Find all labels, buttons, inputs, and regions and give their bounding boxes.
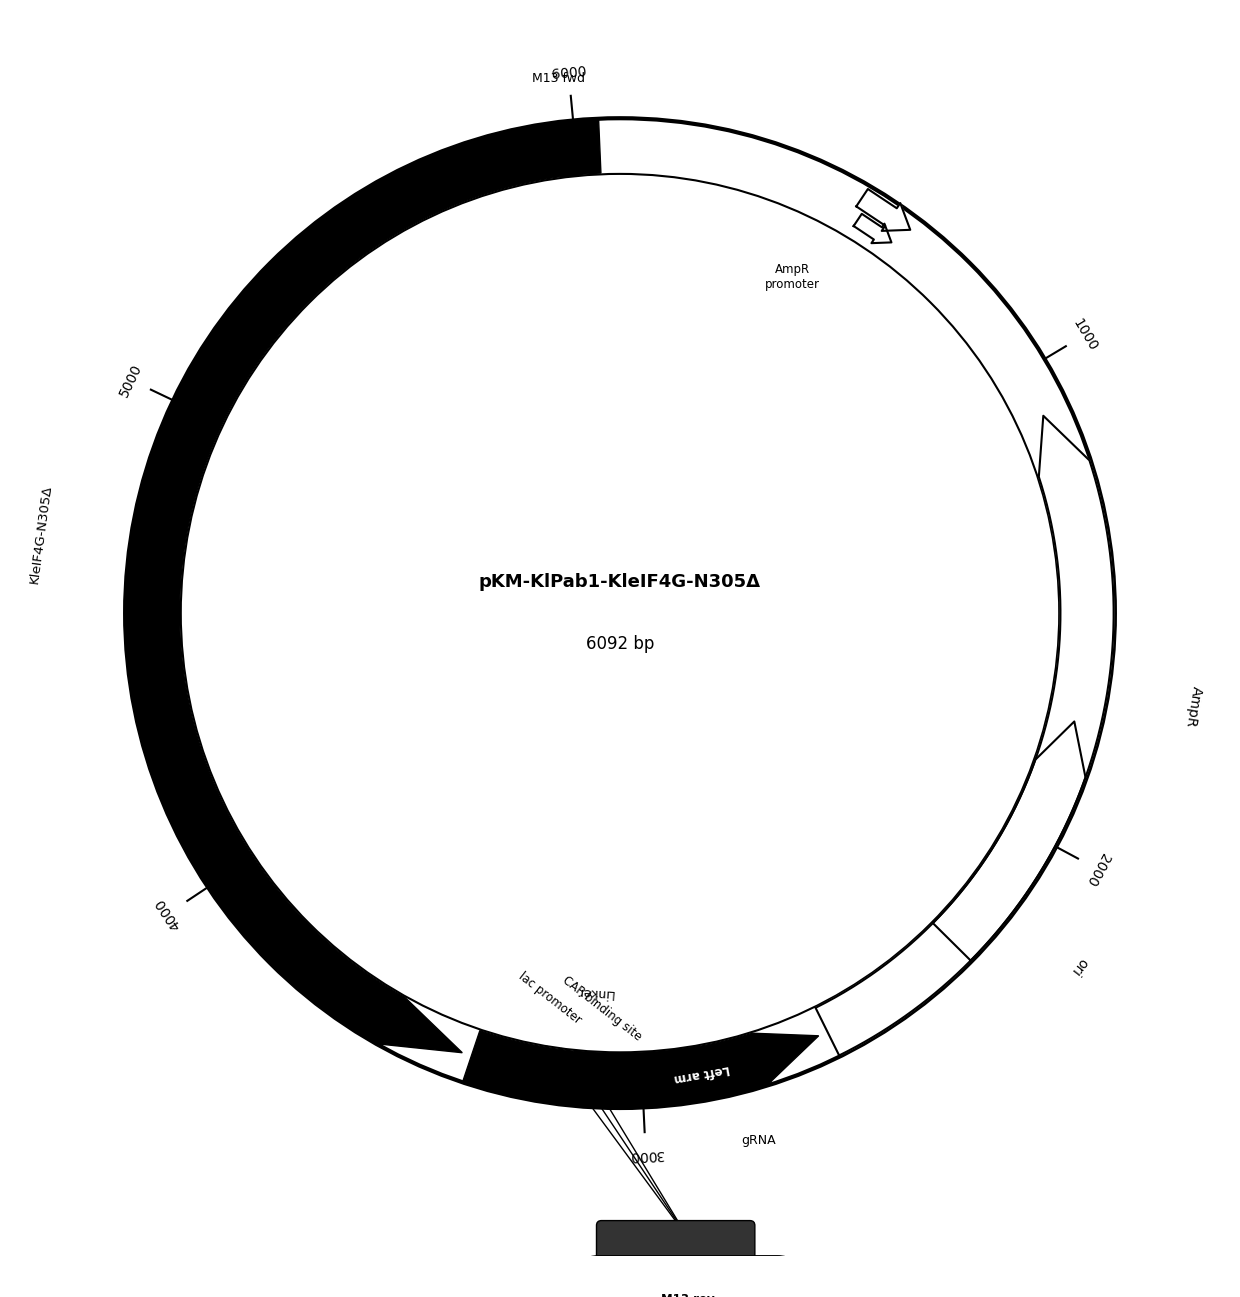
Text: 1000: 1000 <box>1070 316 1100 354</box>
Text: Left arm: Left arm <box>673 1061 730 1084</box>
Text: ori: ori <box>1068 956 1090 978</box>
Text: M13 fwd: M13 fwd <box>532 73 585 86</box>
Text: AmpR
promoter: AmpR promoter <box>765 263 820 292</box>
Text: 4000: 4000 <box>154 895 185 931</box>
Polygon shape <box>558 1054 584 1101</box>
Polygon shape <box>932 416 1114 961</box>
Polygon shape <box>857 189 910 231</box>
Polygon shape <box>572 1034 818 1106</box>
Polygon shape <box>463 1031 709 1106</box>
Text: 3000: 3000 <box>627 1147 663 1162</box>
Text: Linker: Linker <box>575 984 614 1000</box>
Polygon shape <box>853 214 892 243</box>
Text: lac promoter: lac promoter <box>517 969 584 1026</box>
Polygon shape <box>126 119 601 1053</box>
Text: pKM-KlPab1-KleIF4G-N305Δ: pKM-KlPab1-KleIF4G-N305Δ <box>479 573 761 591</box>
Polygon shape <box>558 121 579 176</box>
Text: KleIF4G-N305Δ: KleIF4G-N305Δ <box>29 484 55 585</box>
FancyBboxPatch shape <box>580 1257 796 1297</box>
Text: gRNA: gRNA <box>742 1134 776 1147</box>
Text: 6092 bp: 6092 bp <box>585 636 655 654</box>
Polygon shape <box>745 1034 771 1084</box>
Polygon shape <box>528 1049 557 1097</box>
Text: 6000: 6000 <box>551 65 587 82</box>
Text: 5000: 5000 <box>117 362 145 399</box>
Text: CAP binding site: CAP binding site <box>560 974 645 1043</box>
Text: AmpR: AmpR <box>1184 685 1204 729</box>
Text: M13 rev: M13 rev <box>661 1293 714 1297</box>
Text: 2000: 2000 <box>1084 851 1112 888</box>
Polygon shape <box>816 721 1085 1056</box>
Polygon shape <box>553 1053 573 1100</box>
FancyBboxPatch shape <box>596 1220 755 1261</box>
